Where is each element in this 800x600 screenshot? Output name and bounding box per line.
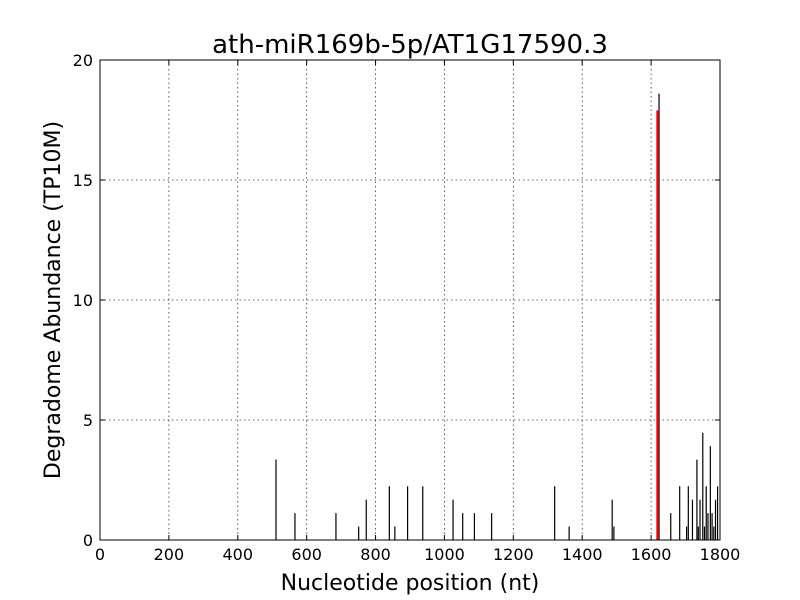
y-tick-label: 10	[73, 291, 93, 310]
x-axis-label: Nucleotide position (nt)	[281, 571, 540, 596]
x-tick-label: 1400	[562, 545, 603, 564]
chart-title: ath-miR169b-5p/AT1G17590.3	[212, 30, 608, 60]
x-tick-label: 1600	[631, 545, 672, 564]
x-tick-label: 1000	[424, 545, 465, 564]
x-tick-label: 200	[154, 545, 185, 564]
grid-layer	[100, 60, 720, 540]
ticks-layer: 0 200 400 600 800 1000 1200 1400 1600 1800 0 5 10 15 2…	[73, 51, 741, 564]
x-tick-label: 400	[223, 545, 254, 564]
x-tick-label: 600	[291, 545, 322, 564]
y-tick-label: 20	[73, 51, 93, 70]
y-tick-label: 15	[73, 171, 93, 190]
y-axis-label: Degradome Abundance (TP10M)	[41, 121, 66, 479]
y-tick-label: 5	[83, 411, 93, 430]
bars-layer	[275, 93, 719, 540]
x-tick-label: 1800	[700, 545, 741, 564]
x-tick-label: 1200	[493, 545, 534, 564]
x-tick-label: 800	[360, 545, 391, 564]
x-tick-label: 0	[95, 545, 105, 564]
y-tick-label: 0	[83, 531, 93, 550]
